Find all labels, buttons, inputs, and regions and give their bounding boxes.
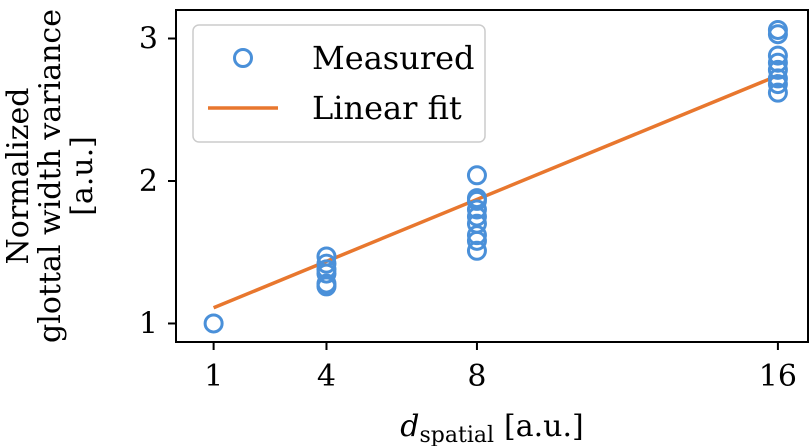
measured-point — [203, 313, 224, 334]
y-tick-label: 3 — [139, 21, 158, 56]
measured-point — [767, 82, 788, 103]
x-axis-label-unit: [a.u.] — [504, 409, 584, 444]
measured-point — [316, 259, 337, 280]
measured-point — [466, 188, 487, 209]
x-axis-label: dspatial [a.u.] — [400, 409, 583, 446]
y-axis-label-line-3: [a.u.] — [65, 136, 100, 216]
y-tick-label: 2 — [139, 164, 158, 199]
measured-point — [316, 273, 337, 294]
measured-point — [767, 59, 788, 80]
measured-point — [767, 19, 788, 40]
measured-point — [466, 225, 487, 246]
plot-layer — [203, 19, 788, 334]
measured-point — [767, 45, 788, 66]
y-axis-label-line-2: glottal width variance — [33, 9, 68, 343]
y-axis-label: Normalized glottal width variance [a.u.] — [1, 9, 100, 343]
legend-box — [192, 24, 486, 143]
y-axis-label-line-1: Normalized — [1, 88, 36, 265]
linear-fit-line — [212, 73, 779, 310]
measured-point — [466, 213, 487, 234]
measured-point — [466, 165, 487, 186]
measured-point — [316, 253, 337, 274]
plot-frame — [175, 9, 809, 343]
legend-label-linear-fit: Linear fit — [312, 89, 462, 127]
x-axis-label-main: d — [400, 409, 419, 444]
legend: Measured Linear fit — [192, 24, 486, 143]
x-tick-label: 8 — [467, 359, 486, 394]
x-tick-label: 4 — [317, 359, 336, 394]
measured-point — [767, 52, 788, 73]
measured-point — [767, 74, 788, 95]
x-axis-label-subscript: spatial — [420, 423, 495, 446]
ticks-layer: 1 4 8 16 1 2 3 — [139, 21, 797, 394]
x-tick-label: 1 — [204, 359, 223, 394]
measured-point — [316, 246, 337, 267]
legend-marker-measured — [233, 48, 253, 68]
y-tick-label: 1 — [139, 306, 158, 341]
legend-label-measured: Measured — [312, 39, 475, 77]
x-tick-label: 16 — [759, 359, 797, 394]
measured-point — [466, 199, 487, 220]
